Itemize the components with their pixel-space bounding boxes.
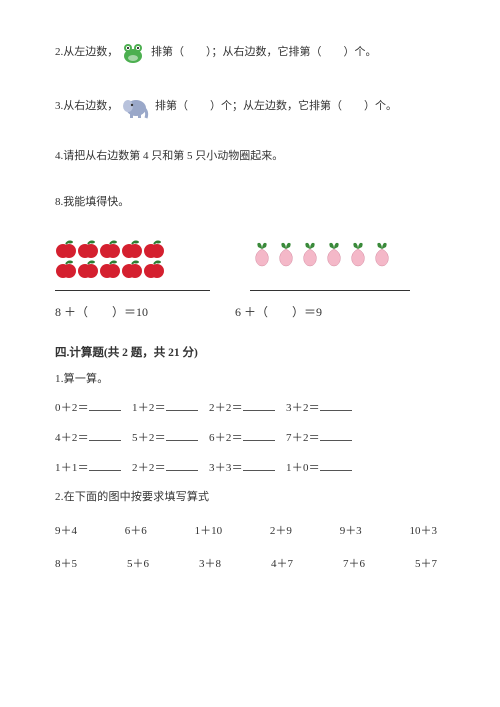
q2-mid: 排第（ ）；从右边数，它排第（ ）个。 [148, 44, 376, 62]
apple-icon [77, 239, 99, 259]
blank-underline [320, 400, 352, 411]
apple-icon [143, 259, 165, 279]
calc-row: 0＋2＝ 1＋2＝ 2＋2＝ 3＋2＝ [55, 400, 445, 418]
calc-row: 1＋1＝ 2＋2＝ 3＋3＝ 1＋0＝ [55, 460, 445, 478]
calc-item: 7＋2＝ [286, 432, 320, 444]
calc-item: 1＋0＝ [286, 462, 320, 474]
blank-underline [243, 460, 275, 471]
section4-q1: 1.算一算。 [55, 371, 445, 389]
calc-item: 3＋3＝ [209, 462, 243, 474]
calc-item: 1＋1＝ [55, 462, 89, 474]
peach-icon [274, 239, 298, 267]
apple-icon [121, 259, 143, 279]
question-8: 8.我能填得快。 [55, 194, 445, 212]
blank-underline [320, 430, 352, 441]
blank-underline [243, 430, 275, 441]
apples-underline [55, 287, 210, 291]
blank-underline [166, 460, 198, 471]
expression-item: 2＋9 [270, 523, 292, 541]
apple-icon [99, 259, 121, 279]
blank-underline [166, 400, 198, 411]
equation-left: 8 ＋（ ）＝10 [55, 303, 195, 322]
apple-icon [77, 259, 99, 279]
apple-icon [121, 239, 143, 259]
expression-row: 8＋5 5＋6 3＋8 4＋7 7＋6 5＋7 [55, 556, 445, 574]
peaches-row [250, 239, 410, 267]
elephant-icon [120, 94, 150, 120]
question-3: 3.从右边数， 排第（ ）个；从左边数，它排第（ ）个。 [55, 94, 445, 120]
peach-icon [346, 239, 370, 267]
q8-text: 8.我能填得快。 [55, 194, 129, 212]
fruit-row [55, 239, 445, 291]
peach-icon [250, 239, 274, 267]
question-4: 4.请把从右边数第 4 只和第 5 只小动物圈起来。 [55, 148, 445, 166]
apple-icon [55, 239, 77, 259]
peach-icon [370, 239, 394, 267]
q2-prefix: 2.从左边数， [55, 44, 118, 62]
blank-underline [89, 430, 121, 441]
peaches-underline [250, 287, 410, 291]
expression-row: 9＋4 6＋6 1＋10 2＋9 9＋3 10＋3 [55, 523, 445, 541]
calc-item: 2＋2＝ [209, 402, 243, 414]
blank-underline [89, 400, 121, 411]
calc-item: 3＋2＝ [286, 402, 320, 414]
apples-block [55, 239, 210, 291]
calc-item: 6＋2＝ [209, 432, 243, 444]
expression-item: 9＋4 [55, 523, 77, 541]
peach-icon [322, 239, 346, 267]
expression-item: 3＋8 [199, 556, 221, 574]
expression-item: 10＋3 [409, 523, 437, 541]
calc-item: 5＋2＝ [132, 432, 166, 444]
q3-mid: 排第（ ）个；从左边数，它排第（ ）个。 [152, 98, 397, 116]
apples-row [55, 239, 210, 259]
blank-underline [243, 400, 275, 411]
expression-item: 9＋3 [340, 523, 362, 541]
expression-item: 5＋6 [127, 556, 149, 574]
section-4-heading: 四.计算题(共 2 题，共 21 分) [55, 344, 445, 362]
apple-icon [143, 239, 165, 259]
peach-icon [298, 239, 322, 267]
expression-item: 1＋10 [195, 523, 223, 541]
expression-item: 5＋7 [415, 556, 437, 574]
peaches-block [250, 239, 410, 291]
expression-item: 7＋6 [343, 556, 365, 574]
expression-item: 8＋5 [55, 556, 77, 574]
apples-row [55, 259, 210, 279]
calc-item: 0＋2＝ [55, 402, 89, 414]
blank-underline [166, 430, 198, 441]
frog-icon [120, 40, 146, 66]
section4-q2: 2.在下面的图中按要求填写算式 [55, 489, 445, 507]
question-2: 2.从左边数， 排第（ ）；从右边数，它排第（ ）个。 [55, 40, 445, 66]
equation-right: 6 ＋（ ）＝9 [235, 303, 375, 322]
calc-item: 1＋2＝ [132, 402, 166, 414]
q4-text: 4.请把从右边数第 4 只和第 5 只小动物圈起来。 [55, 148, 283, 166]
expression-item: 6＋6 [125, 523, 147, 541]
equation-row: 8 ＋（ ）＝10 6 ＋（ ）＝9 [55, 303, 445, 322]
q3-prefix: 3.从右边数， [55, 98, 118, 116]
apple-icon [99, 239, 121, 259]
apple-icon [55, 259, 77, 279]
expression-item: 4＋7 [271, 556, 293, 574]
calc-item: 4＋2＝ [55, 432, 89, 444]
blank-underline [320, 460, 352, 471]
blank-underline [89, 460, 121, 471]
calc-item: 2＋2＝ [132, 462, 166, 474]
calc-row: 4＋2＝ 5＋2＝ 6＋2＝ 7＋2＝ [55, 430, 445, 448]
